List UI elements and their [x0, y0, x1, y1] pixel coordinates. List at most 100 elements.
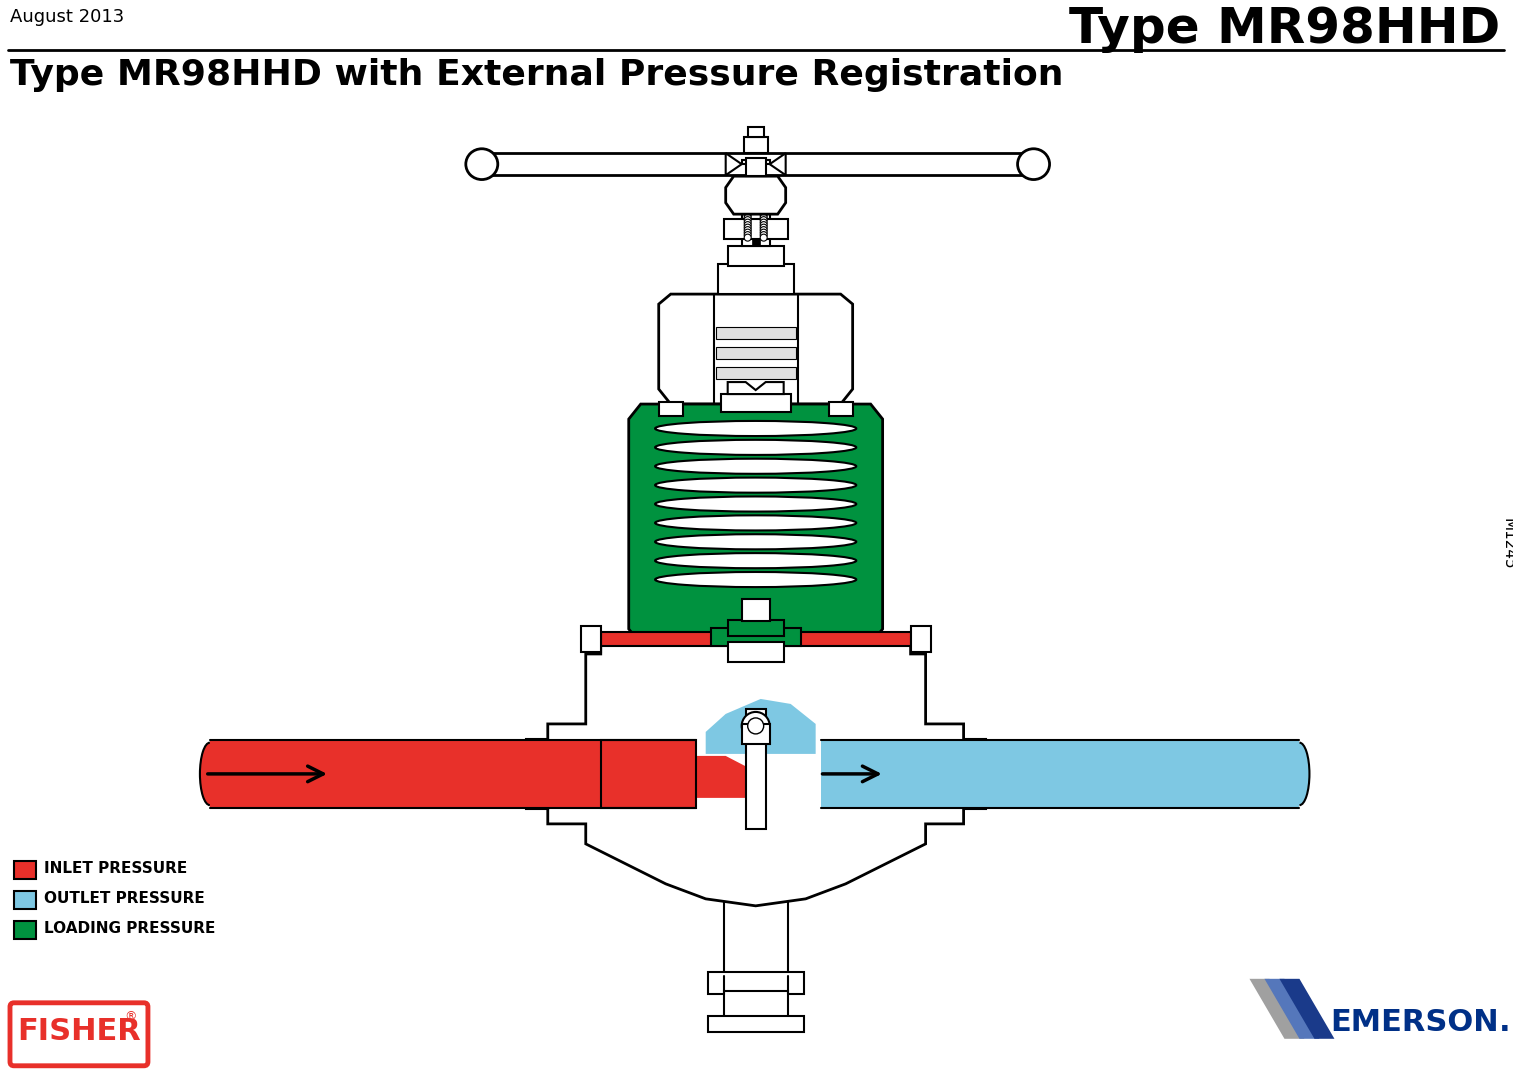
Bar	[746, 158, 766, 177]
Circle shape	[760, 215, 767, 221]
Bar	[716, 327, 796, 339]
Bar	[717, 264, 794, 294]
Circle shape	[744, 229, 750, 236]
Bar	[728, 620, 784, 636]
Bar	[911, 625, 930, 651]
Circle shape	[744, 234, 750, 241]
Bar	[14, 861, 36, 879]
Circle shape	[747, 718, 764, 734]
Bar	[601, 632, 911, 646]
Polygon shape	[728, 382, 784, 395]
Circle shape	[744, 217, 750, 223]
Polygon shape	[1280, 979, 1334, 1038]
Circle shape	[744, 219, 750, 227]
Bar	[601, 740, 696, 808]
Bar	[723, 859, 788, 973]
Bar	[711, 628, 800, 646]
Bar	[728, 246, 784, 266]
Circle shape	[744, 199, 750, 206]
Bar	[708, 1016, 803, 1032]
Polygon shape	[1250, 979, 1304, 1038]
Polygon shape	[548, 634, 964, 906]
Bar	[716, 347, 796, 359]
Ellipse shape	[655, 515, 856, 530]
Circle shape	[741, 712, 770, 740]
Bar	[601, 632, 911, 646]
Polygon shape	[693, 756, 761, 798]
Polygon shape	[1265, 979, 1319, 1038]
Ellipse shape	[655, 553, 856, 568]
Polygon shape	[726, 177, 785, 215]
Polygon shape	[726, 153, 741, 176]
Ellipse shape	[1289, 743, 1309, 805]
Circle shape	[744, 196, 750, 204]
Polygon shape	[658, 294, 853, 404]
Ellipse shape	[655, 421, 856, 436]
Text: INLET PRESSURE: INLET PRESSURE	[44, 862, 188, 876]
Circle shape	[760, 234, 767, 241]
Circle shape	[760, 202, 767, 208]
Circle shape	[760, 199, 767, 206]
Text: M1245: M1245	[1501, 518, 1513, 570]
Bar	[820, 740, 1300, 808]
Bar	[14, 891, 36, 908]
Bar	[720, 395, 791, 412]
FancyBboxPatch shape	[11, 1003, 148, 1066]
Circle shape	[760, 219, 767, 227]
Circle shape	[760, 232, 767, 238]
Text: .: .	[1499, 1008, 1511, 1036]
Text: LOADING PRESSURE: LOADING PRESSURE	[44, 921, 215, 937]
Ellipse shape	[1018, 149, 1050, 180]
Text: OUTLET PRESSURE: OUTLET PRESSURE	[44, 891, 204, 906]
Ellipse shape	[655, 496, 856, 512]
Bar	[716, 367, 796, 379]
Ellipse shape	[466, 149, 498, 180]
Bar	[527, 739, 548, 809]
Ellipse shape	[655, 440, 856, 455]
Bar	[752, 227, 760, 246]
Text: August 2013: August 2013	[11, 9, 124, 26]
Bar	[723, 991, 788, 1019]
Circle shape	[760, 204, 767, 211]
Bar	[581, 625, 601, 651]
Circle shape	[744, 211, 750, 219]
Bar	[746, 709, 766, 829]
Circle shape	[760, 224, 767, 231]
Polygon shape	[770, 153, 785, 176]
Text: FISHER: FISHER	[17, 1017, 141, 1046]
Circle shape	[744, 224, 750, 231]
Bar	[741, 599, 770, 621]
Circle shape	[760, 196, 767, 204]
Ellipse shape	[655, 459, 856, 474]
Circle shape	[760, 229, 767, 236]
Bar	[741, 204, 770, 246]
Bar	[964, 739, 985, 809]
Bar	[658, 402, 682, 416]
Circle shape	[744, 232, 750, 238]
Polygon shape	[705, 699, 816, 753]
Bar	[747, 127, 764, 138]
Circle shape	[744, 202, 750, 208]
Bar	[210, 740, 696, 808]
Circle shape	[760, 192, 767, 198]
Bar	[723, 219, 788, 240]
Bar	[708, 972, 803, 994]
Ellipse shape	[200, 743, 219, 805]
Circle shape	[760, 211, 767, 219]
Text: EMERSON: EMERSON	[1331, 1008, 1499, 1036]
Polygon shape	[629, 404, 882, 644]
Bar	[829, 402, 853, 416]
Bar	[14, 920, 36, 939]
Ellipse shape	[655, 478, 856, 493]
Circle shape	[760, 209, 767, 216]
Circle shape	[744, 209, 750, 216]
Circle shape	[760, 227, 767, 234]
Circle shape	[744, 221, 750, 229]
Circle shape	[760, 207, 767, 214]
Bar	[728, 642, 784, 662]
Circle shape	[744, 204, 750, 211]
Circle shape	[744, 227, 750, 234]
Ellipse shape	[655, 572, 856, 588]
Text: ®: ®	[124, 1010, 138, 1023]
Text: Type MR98HHD with External Pressure Registration: Type MR98HHD with External Pressure Regi…	[11, 59, 1064, 92]
